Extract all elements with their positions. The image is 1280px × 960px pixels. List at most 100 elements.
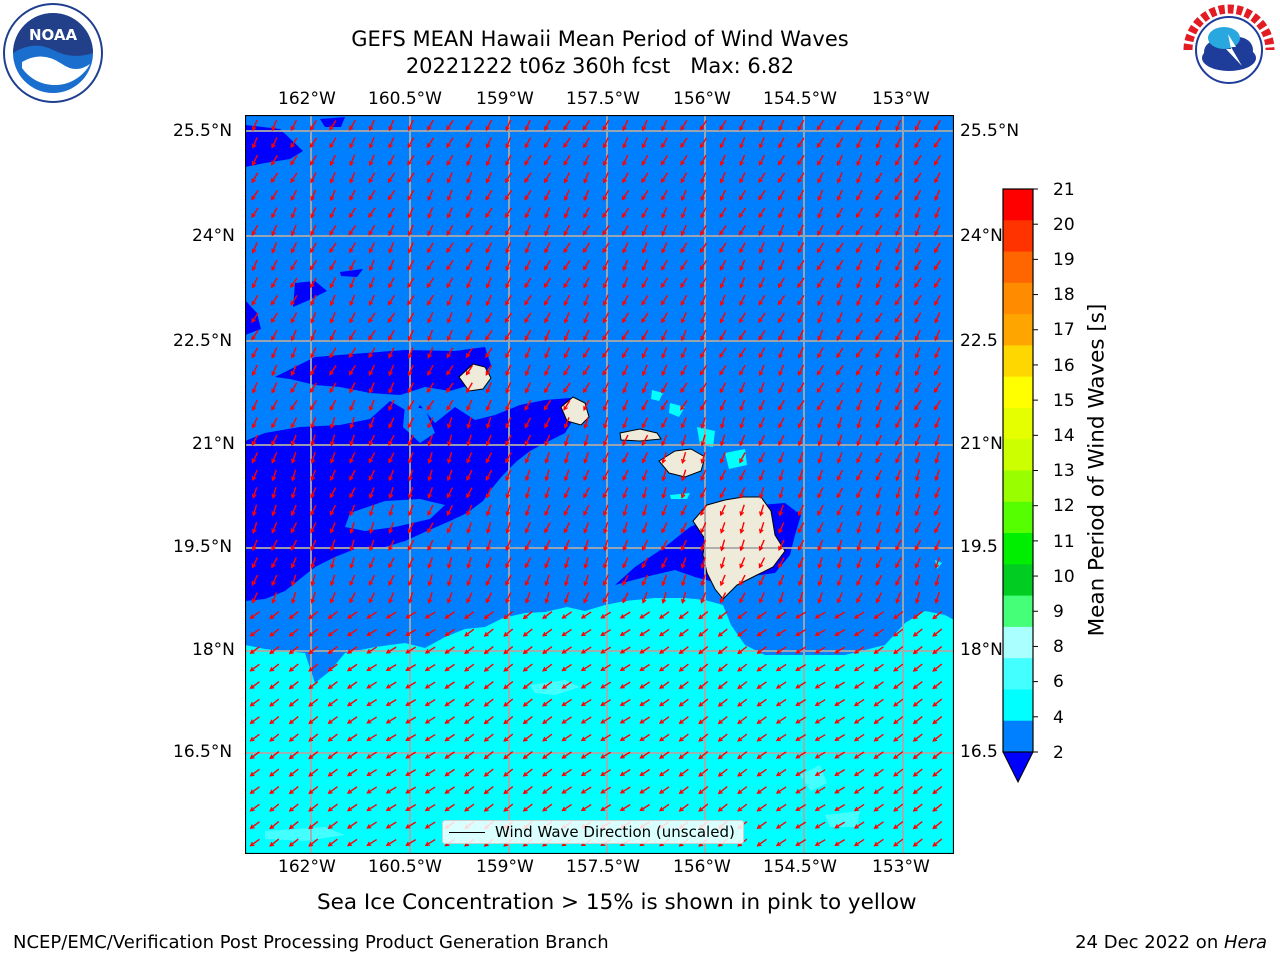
wind-wave-arrow-head — [912, 719, 918, 725]
wind-wave-arrow-head — [816, 265, 822, 271]
wind-wave-arrow — [737, 663, 748, 672]
wind-wave-arrow-head — [778, 388, 783, 394]
wind-wave-arrow-head — [661, 563, 666, 569]
wind-wave-arrow — [856, 294, 863, 306]
wind-wave-arrow — [290, 382, 298, 393]
wind-wave-arrow-head — [719, 563, 725, 569]
wind-wave-arrow — [426, 155, 435, 165]
wind-wave-arrow-head — [249, 631, 255, 637]
wind-wave-arrow — [779, 469, 784, 481]
colorbar-band — [1003, 376, 1033, 409]
wind-wave-arrow — [505, 434, 512, 446]
wind-wave-arrow-head — [836, 493, 842, 499]
wind-wave-arrow — [876, 522, 882, 533]
wind-wave-arrow-head — [739, 248, 744, 254]
wind-wave-arrow — [798, 347, 804, 358]
wind-wave-arrow-head — [582, 248, 588, 254]
colorbar-tick: 12 — [1053, 496, 1075, 516]
wind-wave-arrow-head — [424, 666, 430, 672]
footer-right: 24 Dec 2022 on Hera — [1075, 932, 1267, 953]
wind-wave-arrow — [369, 522, 375, 533]
wind-wave-arrow — [330, 417, 336, 428]
wind-wave-arrow-head — [561, 771, 567, 777]
wind-wave-arrow-head — [875, 213, 880, 219]
wind-wave-arrow-head — [485, 580, 491, 587]
wind-wave-arrow — [464, 611, 475, 619]
wind-wave-arrow — [289, 750, 299, 760]
wind-wave-arrow-head — [583, 423, 589, 429]
wind-wave-arrow-head — [446, 125, 451, 131]
wind-wave-arrow-head — [466, 335, 471, 341]
wind-wave-arrow — [642, 469, 648, 481]
wind-wave-arrow — [874, 803, 884, 812]
wind-wave-arrow — [348, 207, 357, 218]
wind-wave-arrow-head — [739, 161, 744, 167]
wind-wave-arrow — [330, 434, 336, 446]
wind-wave-arrow-head — [758, 458, 764, 464]
wind-wave-arrow — [427, 224, 434, 236]
wind-wave-arrow — [679, 716, 689, 724]
wind-wave-arrow — [445, 681, 455, 689]
wind-wave-arrow — [251, 452, 259, 463]
wind-wave-arrow — [914, 172, 922, 183]
wind-wave-arrow-head — [504, 195, 510, 201]
wind-wave-arrow-head — [602, 353, 607, 359]
wind-wave-arrow — [641, 207, 649, 218]
wind-wave-arrow — [639, 681, 651, 689]
wind-wave-arrow — [484, 646, 494, 654]
wind-wave-arrow-head — [251, 266, 257, 272]
wind-wave-arrow — [720, 539, 726, 551]
wind-wave-arrow — [485, 119, 493, 131]
wind-wave-arrow — [914, 155, 922, 165]
wind-wave-arrow-head — [444, 684, 450, 689]
lon-tick-top: 160.5°W — [368, 89, 442, 109]
wind-wave-arrow — [504, 207, 513, 218]
colorbar-band — [1003, 345, 1033, 378]
wind-wave-arrow — [719, 189, 727, 201]
wind-wave-arrow — [913, 803, 923, 812]
wind-wave-arrow — [269, 698, 280, 707]
wind-wave-arrow — [366, 821, 378, 829]
wind-wave-arrow-head — [327, 631, 333, 637]
wind-wave-arrow — [467, 522, 472, 533]
wind-wave-arrow — [876, 399, 882, 411]
wind-wave-arrow — [466, 504, 473, 516]
wind-wave-arrow-head — [700, 230, 705, 236]
wind-wave-arrow — [642, 259, 648, 271]
wind-wave-arrow — [603, 539, 609, 551]
wind-wave-arrow-head — [309, 143, 315, 149]
wind-wave-arrow-head — [797, 405, 802, 411]
wind-wave-arrow — [388, 224, 395, 236]
wind-wave-arrow-head — [288, 667, 294, 672]
wind-wave-arrow — [581, 716, 592, 724]
wind-wave-arrow-head — [563, 318, 569, 324]
wind-wave-arrow-head — [542, 666, 548, 672]
wind-wave-arrow-head — [622, 283, 627, 289]
wind-wave-arrow — [854, 838, 865, 847]
wind-wave-arrow — [583, 154, 590, 166]
wind-wave-arrow — [934, 329, 941, 341]
wind-wave-arrow-head — [366, 614, 372, 619]
wind-wave-arrow-head — [639, 806, 645, 812]
wind-wave-arrow — [836, 399, 844, 411]
wind-wave-arrow-head — [290, 545, 296, 551]
wind-wave-arrow-head — [894, 178, 900, 184]
wind-wave-arrow-head — [817, 528, 822, 534]
wind-wave-arrow — [700, 172, 707, 183]
wind-wave-arrow — [505, 119, 512, 131]
wind-wave-arrow — [757, 628, 767, 637]
wind-wave-arrow — [874, 628, 884, 637]
wind-wave-arrow — [895, 242, 902, 253]
wind-wave-arrow — [661, 189, 668, 201]
wind-wave-arrow-head — [739, 266, 744, 272]
wind-wave-arrow-head — [814, 841, 820, 846]
wind-wave-arrow — [856, 399, 863, 411]
wind-wave-arrow-head — [661, 476, 667, 482]
wind-wave-arrow-head — [290, 370, 296, 377]
wind-wave-arrow — [681, 329, 687, 341]
wind-wave-arrow-head — [522, 666, 528, 672]
wind-wave-arrow — [798, 469, 804, 481]
wind-wave-arrow-head — [680, 265, 685, 271]
wind-wave-arrow-head — [427, 423, 432, 429]
wind-wave-arrow — [662, 487, 667, 498]
